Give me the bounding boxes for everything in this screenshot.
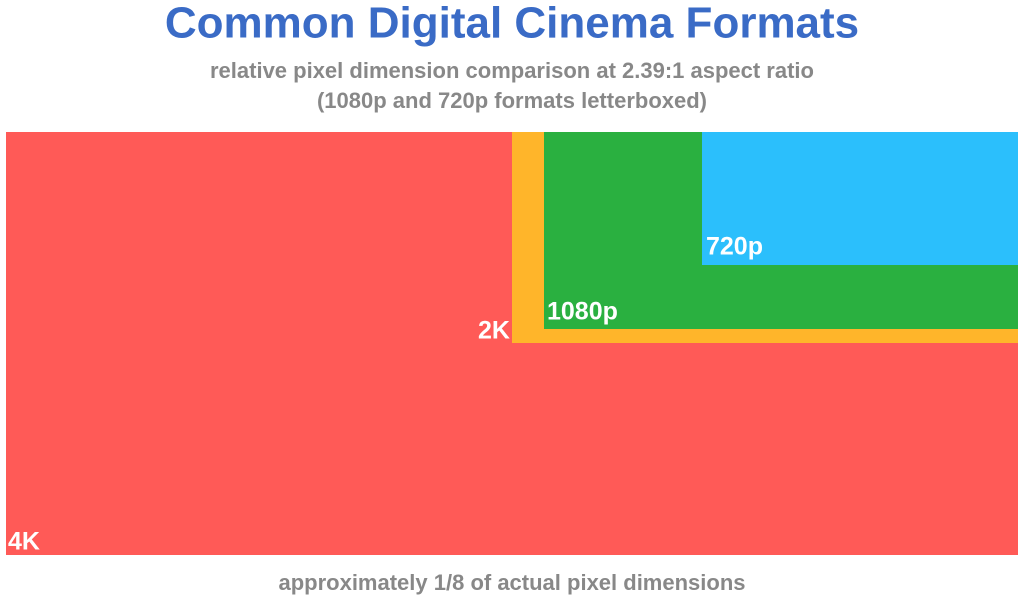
label-1080p: 1080p	[547, 298, 618, 326]
subtitle: relative pixel dimension comparison at 2…	[210, 58, 814, 83]
footer: approximately 1/8 of actual pixel dimens…	[278, 570, 745, 595]
label-4k: 4K	[8, 528, 40, 556]
label-720p: 720p	[706, 233, 763, 261]
label-2k: 2K	[478, 317, 510, 345]
subtitle: (1080p and 720p formats letterboxed)	[317, 88, 707, 113]
rect-720p	[702, 132, 1018, 265]
title: Common Digital Cinema Formats	[165, 0, 859, 48]
